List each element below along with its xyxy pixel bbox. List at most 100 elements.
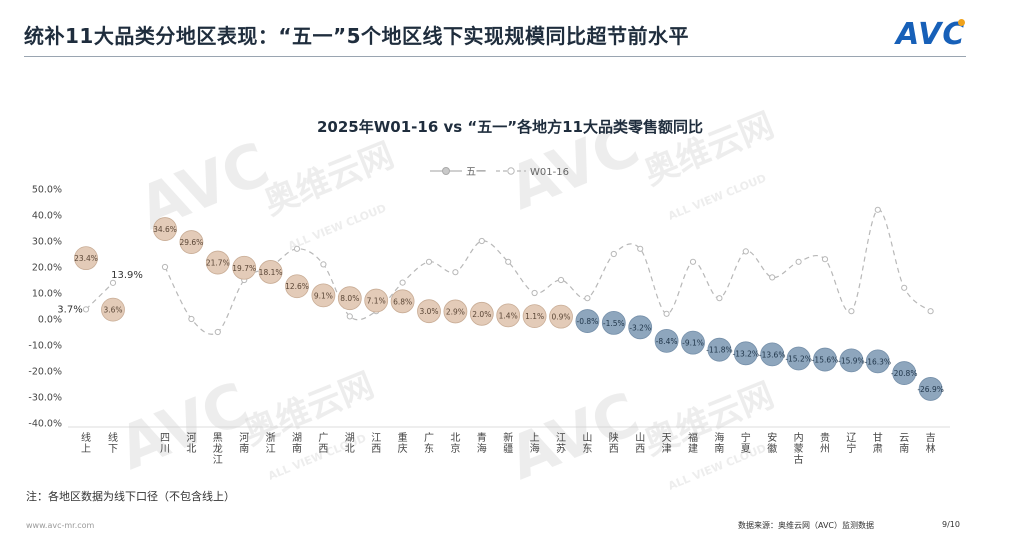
x-tick-char: 南 (714, 442, 724, 455)
y-tick-label: 20.0% (32, 263, 62, 274)
watermark-logo: AVC (499, 379, 648, 494)
y-tick-label: 0.0% (38, 315, 62, 326)
data-label-wuyi: -13.2% (733, 349, 760, 358)
data-point-w01-16 (214, 328, 221, 336)
data-point-w01-16 (663, 310, 670, 317)
x-tick-label: 青海 (477, 431, 487, 455)
x-tick-char: 海 (477, 442, 487, 455)
x-tick-char: 北 (186, 443, 196, 455)
data-point-w01-16 (557, 276, 565, 284)
x-tick-char: 海 (530, 442, 540, 455)
data-label-wuyi: 9.1% (314, 291, 333, 300)
data-point-w01-16 (399, 279, 406, 286)
data-point-w01-16 (795, 258, 802, 265)
data-point-wuyi (865, 349, 890, 374)
x-tick-char: 吉 (926, 432, 936, 444)
data-point-wuyi (469, 301, 494, 326)
x-tick-label: 上海 (530, 432, 540, 455)
x-tick-char: 林 (926, 442, 936, 455)
x-tick-char: 蒙 (794, 442, 804, 455)
data-label-wuyi: -0.8% (577, 317, 599, 326)
x-tick-label: 安徽 (767, 431, 777, 455)
x-tick-label: 吉林 (926, 432, 936, 455)
x-tick-char: 山 (582, 432, 592, 444)
x-tick-label: 福建 (688, 431, 698, 455)
data-label-wuyi: -20.8% (891, 369, 918, 378)
legend-marker-w01-16 (507, 167, 515, 175)
x-tick-char: 西 (609, 444, 619, 455)
data-point-w01-16 (505, 258, 512, 265)
data-point-wuyi (417, 299, 441, 324)
x-tick-char: 天 (662, 433, 672, 444)
logo-text: AVC (896, 17, 966, 52)
x-tick-label: 四川 (160, 433, 170, 455)
header-divider (24, 56, 966, 57)
data-point-wuyi (337, 286, 362, 311)
x-tick-char: 肃 (873, 443, 883, 455)
data-point-wuyi (285, 274, 309, 299)
logo-dot-icon (958, 19, 965, 26)
data-point-w01-16 (742, 248, 749, 255)
x-tick-label: 云南 (899, 433, 909, 455)
x-tick-label: 浙江 (266, 432, 276, 455)
x-tick-char: 辽 (846, 432, 856, 444)
data-point-wuyi (628, 315, 653, 340)
data-point-w01-16 (109, 279, 117, 286)
data-point-w01-16 (452, 269, 459, 276)
x-tick-label: 山东 (582, 432, 592, 455)
x-tick-char: 江 (371, 432, 381, 444)
data-point-wuyi (522, 304, 547, 329)
data-point-wuyi (892, 361, 917, 385)
x-tick-char: 南 (899, 442, 909, 455)
series-wuyi: 23.4% 3.6% 34.6%29.6% 21.7%19.7% 18.1%12.6% 9… (74, 217, 944, 401)
data-point-wuyi (760, 342, 785, 367)
x-tick-char: 夏 (741, 443, 751, 455)
data-point-w01-16 (320, 261, 327, 268)
x-tick-char: 北 (450, 432, 460, 444)
x-tick-char: 南 (292, 442, 302, 455)
website-url[interactable]: www.avc-mr.com (26, 521, 95, 530)
x-tick-label: 内蒙古 (794, 431, 804, 466)
watermark-logo: AVC (129, 129, 278, 244)
data-point-wuyi (443, 299, 468, 324)
x-tick-label: 广东 (424, 432, 434, 455)
data-point-wuyi (654, 328, 679, 353)
x-tick-label: 线下 (108, 431, 118, 455)
data-label-wuyi: 34.6% (153, 225, 177, 234)
x-tick-label: 海南 (714, 431, 724, 455)
x-tick-char: 上 (81, 443, 91, 455)
data-point-wuyi (733, 341, 758, 366)
data-point-wuyi (205, 250, 230, 275)
data-label-wuyi: 2.9% (446, 307, 465, 316)
data-point-wuyi (575, 309, 600, 333)
y-tick-label: -30.0% (28, 393, 62, 404)
x-tick-char: 古 (794, 453, 804, 466)
x-tick-char: 线 (81, 431, 91, 444)
x-tick-char: 津 (662, 443, 672, 455)
x-tick-char: 贵 (820, 431, 830, 444)
data-label-wuyi: 18.1% (259, 268, 283, 277)
data-point-w01-16 (769, 274, 776, 281)
data-label-wuyi: 7.1% (367, 297, 386, 306)
y-axis: 50.0% 40.0% 30.0% 20.0% 10.0% 0.0% -10.0% -20.0… (28, 185, 62, 430)
x-tick-char: 西 (371, 444, 381, 455)
x-axis: 线上线下四川河北黑龙江河南浙江湖南广西湖北江西重庆广东北京青海新疆上海江苏山东陕… (68, 426, 950, 466)
series-w01-16: 3.7% 13.9% (57, 206, 934, 336)
x-tick-label: 湖北 (345, 432, 355, 455)
avc-logo: AVC (896, 17, 965, 52)
data-point-w01-16 (901, 284, 908, 291)
data-point-w01-16 (188, 315, 195, 323)
data-point-w01-16 (716, 295, 723, 302)
data-label-w01-16: 13.9% (111, 270, 143, 281)
x-tick-label: 北京 (450, 432, 460, 455)
data-label-wuyi: -11.8% (706, 346, 733, 355)
x-tick-char: 苏 (556, 442, 566, 455)
x-tick-label: 河北 (186, 432, 196, 455)
data-point-wuyi (101, 297, 125, 322)
data-point-w01-16 (821, 256, 829, 263)
data-point-w01-16 (874, 206, 881, 213)
x-tick-char: 徽 (767, 442, 777, 455)
x-tick-char: 江 (556, 432, 566, 444)
x-tick-label: 辽宁 (846, 432, 856, 455)
